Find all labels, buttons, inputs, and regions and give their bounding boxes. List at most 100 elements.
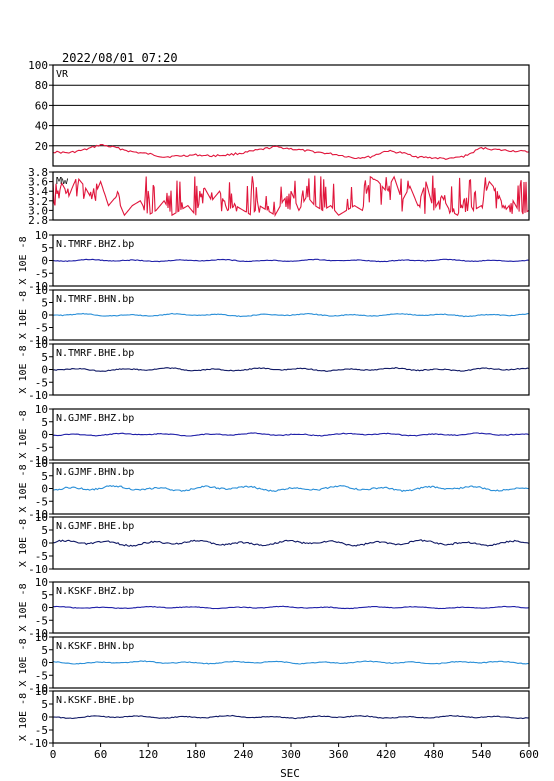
y-axis-label: X 10E -8: [18, 236, 29, 284]
y-tick-label: 3.2: [28, 195, 48, 208]
panel-1: 20 40 60 80 100 VR: [28, 59, 530, 167]
y-tick-label: 10: [35, 685, 48, 698]
panel-label: Mw: [56, 176, 69, 187]
series-line: [53, 539, 530, 547]
panel-label: N.TMRF.BHN.bp: [56, 294, 134, 305]
figure-timestamp: 2022/08/01 07:20: [62, 51, 178, 65]
y-tick-label: 20: [35, 140, 48, 153]
panel-frame: [52, 636, 530, 689]
y-axis-label: X 10E -8: [18, 638, 29, 686]
panel-label: N.TMRF.BHE.bp: [56, 348, 134, 359]
x-tick-label: 120: [138, 748, 158, 761]
y-axis-label: X 10E -8: [18, 345, 29, 393]
series-line: [52, 714, 529, 720]
y-tick-label: -5: [35, 267, 48, 280]
y-axis-label: X 10E -8: [18, 291, 29, 339]
y-axis-label: X 10E -8: [18, 693, 29, 741]
y-tick-label: -10: [28, 737, 48, 750]
y-tick-label: -10: [28, 280, 48, 293]
x-tick-label: 60: [94, 748, 107, 761]
y-tick-label: 0: [41, 364, 48, 377]
y-tick-label: -5: [35, 724, 48, 737]
y-tick-label: 3.8: [28, 166, 48, 179]
y-tick-label: -10: [28, 334, 48, 347]
panel-frame: [52, 408, 530, 461]
x-tick-label: 180: [186, 748, 206, 761]
y-axis-label: X 10E -8: [18, 410, 29, 458]
y-tick-label: -10: [28, 454, 48, 467]
x-tick-label: 360: [329, 748, 349, 761]
y-axis-label: X 10E -8: [18, 583, 29, 631]
y-tick-label: 3.6: [28, 176, 48, 189]
y-tick-label: 5: [41, 242, 48, 255]
y-tick-label: -10: [28, 627, 48, 640]
series-line: [52, 258, 530, 263]
y-tick-label: 0: [41, 537, 48, 550]
y-tick-label: 10: [35, 631, 48, 644]
panel-frame: [52, 289, 530, 341]
y-tick-label: -5: [35, 614, 48, 627]
y-tick-label: -5: [35, 669, 48, 682]
x-tick-label: 480: [424, 748, 444, 761]
panel-2: 2.83.03.23.43.63.8 Mw: [28, 166, 530, 227]
panel-frame: [52, 64, 530, 167]
y-tick-label: 5: [41, 524, 48, 537]
x-tick-label: 240: [233, 748, 253, 761]
y-tick-label: 60: [35, 99, 48, 112]
y-tick-label: 40: [35, 120, 48, 133]
x-tick-label: 540: [471, 748, 491, 761]
x-axis-label: SEC: [280, 767, 300, 780]
y-tick-label: -10: [28, 563, 48, 576]
y-tick-label: 5: [41, 470, 48, 483]
y-tick-label: 0: [41, 483, 48, 496]
series-line: [52, 312, 530, 318]
y-tick-label: 0: [41, 309, 48, 322]
panel-label: N.GJMF.BHE.bp: [56, 521, 134, 532]
y-tick-label: 10: [35, 576, 48, 589]
x-axis: 0 60 120 180 240 300 360 420 480 540 600: [50, 743, 539, 761]
panel-label: VR: [56, 69, 69, 80]
series-line: [52, 660, 530, 665]
y-tick-label: 5: [41, 644, 48, 657]
panel-label: N.GJMF.BHN.bp: [56, 467, 134, 478]
y-tick-label: 5: [41, 589, 48, 602]
series-line: [52, 432, 530, 437]
y-tick-label: 3.0: [28, 204, 48, 217]
y-tick-label: 10: [35, 403, 48, 416]
y-tick-label: 0: [41, 711, 48, 724]
series-line: [52, 484, 530, 493]
y-tick-label: 100: [28, 59, 48, 72]
y-tick-label: 2.8: [28, 214, 48, 227]
y-tick-label: 10: [35, 338, 48, 351]
series-line: [52, 605, 530, 610]
y-tick-label: 10: [35, 457, 48, 470]
panel-frame: [52, 234, 530, 287]
y-axis-label: X 10E -8: [18, 464, 29, 512]
y-tick-label: 5: [41, 297, 48, 310]
y-tick-label: -5: [35, 441, 48, 454]
panel-frame: [52, 462, 530, 515]
y-tick-label: 0: [41, 657, 48, 670]
y-tick-label: 0: [41, 602, 48, 615]
y-tick-label: 5: [41, 698, 48, 711]
panel-label: N.KSKF.BHZ.bp: [56, 586, 134, 597]
y-axis-label: X 10E -8: [18, 519, 29, 567]
y-tick-label: 80: [35, 79, 48, 92]
y-tick-label: -10: [28, 682, 48, 695]
y-tick-label: 0: [41, 429, 48, 442]
y-tick-label: 3.4: [28, 185, 48, 198]
series-line: [52, 175, 530, 218]
y-tick-label: 5: [41, 351, 48, 364]
panel-label: N.TMRF.BHZ.bp: [56, 239, 134, 250]
y-tick-label: 0: [41, 255, 48, 268]
y-tick-label: -5: [35, 376, 48, 389]
